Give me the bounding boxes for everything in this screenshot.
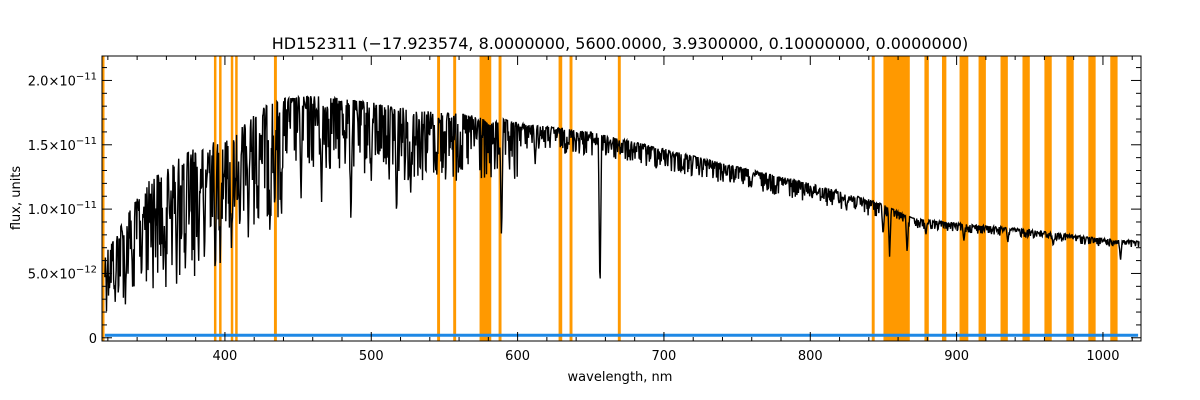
x-axis-title: wavelength, nm (568, 370, 673, 385)
y-tick-label: 1.0×10−11 (28, 200, 97, 218)
masked-band (219, 56, 222, 341)
masked-band (213, 56, 217, 341)
x-tick-label: 500 (359, 349, 384, 364)
masked-band (617, 56, 621, 341)
y-tick-label: 5.0×10−12 (28, 264, 97, 282)
series-layer (104, 94, 1140, 337)
masked-band (230, 56, 234, 341)
masked-bands (102, 56, 1118, 341)
masked-band (437, 56, 441, 341)
x-tick-label: 600 (505, 349, 530, 364)
plot-frame (101, 55, 1142, 342)
axis-ticks: 400 500 600 700 800 900 1000 0 5.0×10−12 1.0×10−1… (28, 56, 1141, 364)
x-tick-label: 900 (944, 349, 969, 364)
masked-band (883, 56, 910, 341)
masked-band (102, 56, 105, 341)
masked-band (871, 56, 875, 341)
y-axis-title: flux, units (9, 166, 24, 231)
masked-band (959, 56, 969, 341)
masked-band (941, 56, 947, 341)
x-tick-label: 800 (798, 349, 823, 364)
x-tick-label: 400 (213, 349, 238, 364)
chart-title: HD152311 (−17.923574, 8.0000000, 5600.00… (272, 34, 969, 53)
masked-band (498, 56, 502, 341)
masked-band (558, 56, 563, 341)
masked-band (1022, 56, 1030, 341)
flux-series (104, 94, 1140, 312)
masked-band (453, 56, 457, 341)
masked-band (1044, 56, 1052, 341)
masked-band (924, 56, 929, 341)
masked-band (1110, 56, 1118, 341)
x-tick-label: 1000 (1086, 349, 1119, 364)
y-tick-label: 1.5×10−11 (28, 136, 97, 154)
y-tick-label: 0 (89, 332, 97, 347)
y-tick-label: 2.0×10−11 (28, 71, 97, 89)
masked-band (479, 56, 492, 341)
x-tick-label: 700 (652, 349, 677, 364)
masked-band (1088, 56, 1096, 341)
masked-band (978, 56, 986, 341)
masked-band (1000, 56, 1008, 341)
masked-band (569, 56, 573, 341)
masked-band (1066, 56, 1074, 341)
